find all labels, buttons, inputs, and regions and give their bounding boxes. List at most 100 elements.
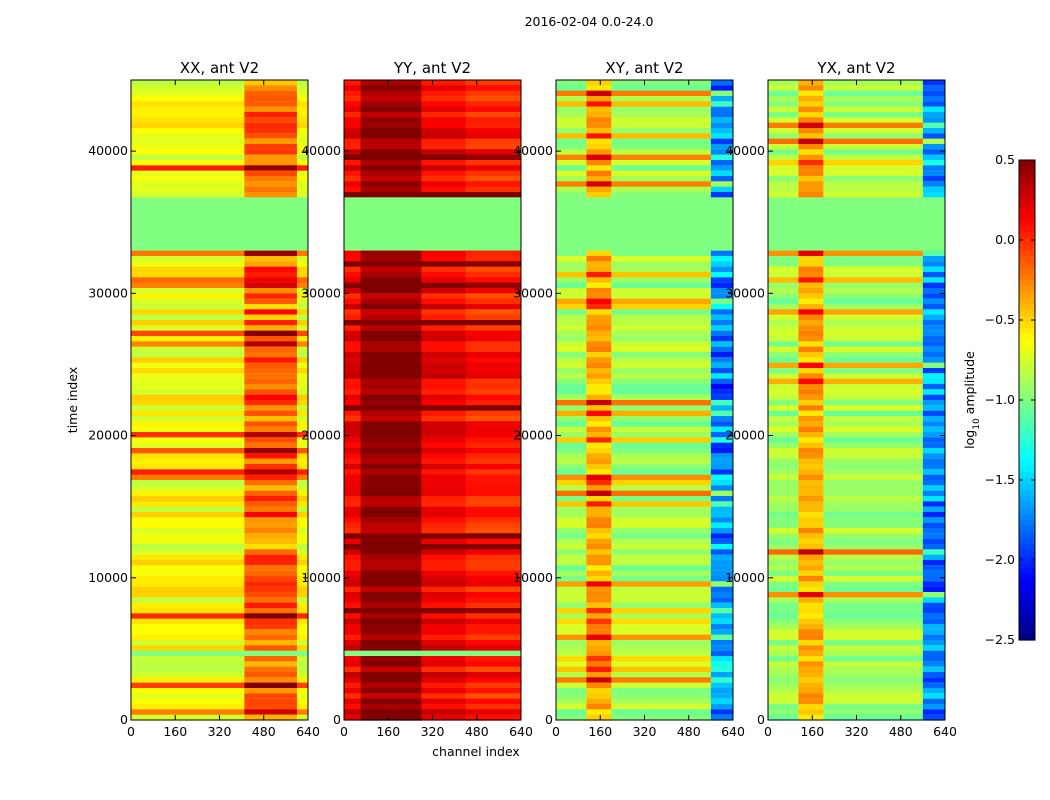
heatmap-band — [344, 288, 521, 294]
heatmap-band — [768, 298, 945, 305]
heatmap-cell — [586, 405, 612, 412]
panel-1: XX, ant V2 0 160 320 480 640 0 10000 20000 30000 4… — [88, 59, 320, 739]
heatmap-band — [344, 464, 521, 470]
y-tick-label: 40000 — [725, 143, 765, 158]
heatmap-cell — [922, 640, 945, 646]
heatmap-cell — [244, 640, 297, 646]
colorbar-tick-label: −1.0 — [985, 392, 1015, 407]
heatmap-cell — [586, 261, 612, 268]
heatmap-cell — [465, 533, 521, 540]
heatmap-band — [768, 250, 945, 257]
heatmap-band — [556, 128, 733, 134]
heatmap-cell — [922, 634, 945, 641]
heatmap-band — [344, 581, 521, 588]
heatmap-band — [131, 378, 308, 385]
heatmap-cell — [922, 613, 945, 620]
heatmap-cell — [798, 597, 824, 604]
heatmap-band — [556, 613, 733, 620]
heatmap-band — [131, 448, 308, 454]
heatmap-band — [344, 496, 521, 502]
heatmap-cell — [922, 384, 945, 390]
heatmap-cell — [710, 693, 733, 700]
heatmap-band — [131, 362, 308, 369]
heatmap-band — [344, 490, 521, 497]
heatmap-cell — [586, 533, 612, 540]
heatmap-cell — [586, 266, 612, 273]
heatmap-cell — [465, 330, 521, 337]
heatmap-cell — [798, 677, 824, 684]
x-ticks: 0 160 320 480 640 — [552, 80, 745, 739]
heatmap-cell — [244, 96, 297, 102]
heatmap-band — [768, 320, 945, 326]
heatmap-cell — [360, 336, 422, 342]
heatmap-cell — [586, 549, 612, 556]
y-tick-label: 0 — [757, 712, 765, 727]
heatmap-cell — [922, 544, 945, 550]
heatmap-band — [556, 405, 733, 412]
heatmap-cell — [710, 565, 733, 572]
heatmap-band — [131, 453, 308, 460]
heatmap-cell — [922, 181, 945, 188]
heatmap-cell — [710, 661, 733, 668]
colorbar-segment — [1019, 256, 1035, 263]
heatmap-cell — [710, 650, 733, 657]
y-tick-label: 10000 — [725, 570, 765, 585]
heatmap-band — [556, 154, 733, 161]
heatmap-band — [768, 122, 945, 129]
heatmap-cell — [798, 250, 824, 257]
heatmap-cell — [360, 613, 422, 620]
heatmap-band — [768, 314, 945, 321]
heatmap-cell — [798, 544, 824, 550]
heatmap-band — [131, 170, 308, 177]
colorbar-segment — [1019, 550, 1035, 557]
heatmap-cell — [586, 117, 612, 124]
heatmap-band — [131, 138, 308, 145]
heatmap-band — [556, 458, 733, 465]
heatmap-cell — [360, 597, 422, 604]
heatmap-band — [768, 522, 945, 529]
heatmap-cell — [798, 410, 824, 417]
heatmap-cell — [922, 448, 945, 454]
heatmap-band — [131, 517, 308, 524]
heatmap-cell — [244, 346, 297, 353]
heatmap-band — [344, 570, 521, 577]
heatmap-band — [344, 197, 521, 204]
heatmap-cell — [244, 618, 297, 625]
heatmap-cell — [244, 698, 297, 705]
colorbar-segment — [1019, 322, 1035, 329]
heatmap-cell — [710, 128, 733, 134]
heatmap-cell — [586, 112, 612, 118]
heatmap-cell — [710, 106, 733, 113]
heatmap-band — [131, 677, 308, 684]
heatmap-cell — [922, 714, 945, 721]
heatmap-cell — [710, 144, 733, 150]
heatmap-cell — [798, 512, 824, 518]
heatmap-cell — [922, 298, 945, 305]
heatmap-cell — [465, 576, 521, 582]
heatmap-band — [131, 576, 308, 582]
heatmap-band — [768, 261, 945, 268]
x-tick-label: 480 — [465, 724, 489, 739]
heatmap-cell — [244, 362, 297, 369]
heatmap-band — [344, 277, 521, 284]
x-tick-label: 640 — [933, 724, 957, 739]
heatmap-band — [131, 506, 308, 513]
heatmap-cell — [244, 341, 297, 348]
heatmap-band — [556, 229, 733, 236]
heatmap-cell — [465, 138, 521, 145]
heatmap-cell — [465, 176, 521, 182]
heatmap-cell — [586, 330, 612, 337]
heatmap-cell — [586, 714, 612, 721]
heatmap-cell — [798, 80, 824, 86]
heatmap-cell — [798, 101, 824, 108]
heatmap-cell — [798, 437, 824, 444]
heatmap-band — [131, 181, 308, 188]
heatmap-band — [344, 352, 521, 358]
heatmap-band — [556, 240, 733, 246]
heatmap-cell — [586, 645, 612, 652]
heatmap-cell — [586, 400, 612, 406]
heatmap-band — [768, 650, 945, 657]
heatmap-cell — [244, 117, 297, 124]
colorbar-segment — [1019, 628, 1035, 635]
heatmap-band — [344, 389, 521, 396]
